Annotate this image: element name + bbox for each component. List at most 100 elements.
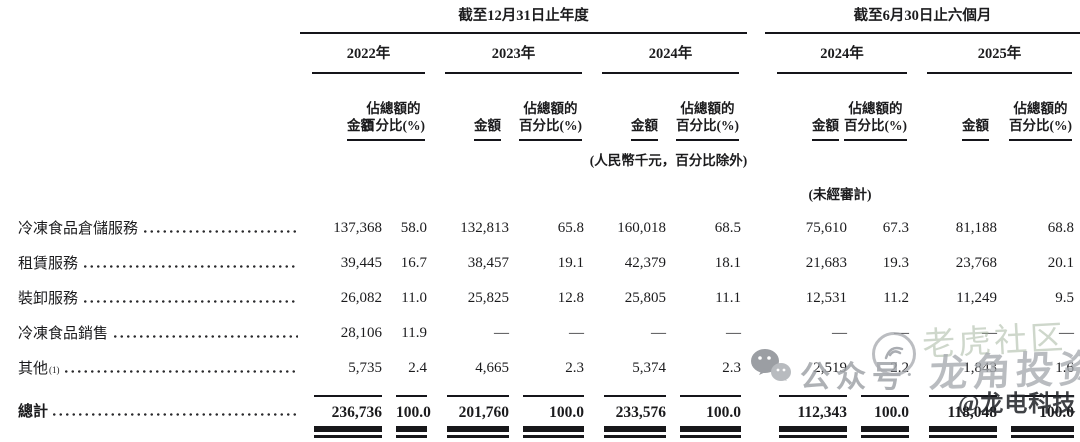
table-row-leasing: 租賃服務 39,445 16.7 38,457 19.1 42,379 18.1… xyxy=(0,243,1080,278)
total-pct-cell: 100.0 xyxy=(523,395,584,422)
pct-cell: — xyxy=(726,325,741,341)
table-row-warehousing: 冷凍食品倉儲服務 137,368 58.0 132,813 65.8 160,0… xyxy=(0,208,1080,243)
double-rule xyxy=(929,426,997,438)
amount-cell: 132,813 xyxy=(460,220,509,236)
period-group-row: 截至12月31日止年度 截至6月30日止六個月 xyxy=(0,0,1080,34)
pct-cell: 11.0 xyxy=(401,290,427,306)
amount-header: 金額 xyxy=(812,117,839,141)
row-label: 裝卸服務 xyxy=(18,291,79,307)
pct-cell: 11.9 xyxy=(401,325,427,341)
pct-cell: 2.3 xyxy=(722,360,741,376)
double-rule-row xyxy=(0,426,1080,442)
amount-cell: 38,457 xyxy=(467,255,509,271)
total-amount-cell: 236,736 xyxy=(314,395,382,422)
row-label: 其他 xyxy=(18,361,49,377)
double-rule xyxy=(779,426,847,438)
dot-leader xyxy=(142,229,298,234)
table-row-total: 總計 236,736 100.0 201,760 100.0 233,576 1… xyxy=(0,383,1080,426)
row-label: 租賃服務 xyxy=(18,256,79,272)
amount-cell: 12,531 xyxy=(805,290,847,306)
pct-cell: 68.8 xyxy=(1047,220,1074,236)
dot-leader xyxy=(82,264,298,269)
amount-cell: 2,519 xyxy=(813,360,847,376)
pct-cell: 2.4 xyxy=(408,360,427,376)
amount-cell: — xyxy=(982,325,997,341)
amount-header: 金額 xyxy=(631,117,658,141)
amount-header: 金額 xyxy=(962,117,989,141)
double-rule xyxy=(396,426,427,438)
amount-cell: 75,610 xyxy=(805,220,847,236)
total-pct-cell: 100.0 xyxy=(1011,395,1074,422)
pct-header: 佔總額的 百分比(%) xyxy=(1009,100,1072,141)
double-rule xyxy=(447,426,509,438)
pct-header: 佔總額的 百分比(%) xyxy=(676,100,739,141)
interim-2025-label: 2025年 xyxy=(927,42,1072,74)
total-pct-cell: 100.0 xyxy=(680,395,741,422)
pct-cell: 19.3 xyxy=(882,255,909,271)
amount-cell: 137,368 xyxy=(333,220,382,236)
table-row-others: 其他 (1) 5,735 2.4 4,665 2.3 5,374 2.3 2,51… xyxy=(0,348,1080,383)
total-pct-cell: 100.0 xyxy=(861,395,909,422)
row-label: 冷凍食品倉儲服務 xyxy=(18,221,139,237)
pct-cell: — xyxy=(894,325,909,341)
double-rule xyxy=(1011,426,1074,438)
interim-period-title: 截至6月30日止六個月 xyxy=(765,4,1080,34)
unaudited-note-row: (未經審計) xyxy=(0,174,1080,208)
year-2022-label: 2022年 xyxy=(312,42,425,74)
double-rule xyxy=(680,426,741,438)
pct-cell: 68.5 xyxy=(714,220,741,236)
subheader-row: 金額 佔總額的 百分比(%) 金額 佔總額的 百分比(%) 金額 佔總額的 百分比(%… xyxy=(0,78,1080,144)
amount-cell: 4,665 xyxy=(475,360,509,376)
pct-header: 佔總額的 百分比(%) xyxy=(519,100,582,141)
pct-cell: 16.7 xyxy=(400,255,427,271)
amount-cell: 21,683 xyxy=(805,255,847,271)
total-amount-cell: 233,576 xyxy=(604,395,666,422)
currency-note: (人民幣千元，百分比除外) xyxy=(589,153,748,168)
amount-cell: 25,825 xyxy=(467,290,509,306)
amount-cell: 26,082 xyxy=(340,290,382,306)
amount-cell: 39,445 xyxy=(340,255,382,271)
total-amount-cell: 112,343 xyxy=(779,395,847,422)
dot-leader xyxy=(112,334,298,339)
double-rule xyxy=(604,426,666,438)
amount-header: 金額 xyxy=(474,117,501,141)
table-row-handling: 裝卸服務 26,082 11.0 25,825 12.8 25,805 11.1… xyxy=(0,278,1080,313)
pct-cell: — xyxy=(569,325,584,341)
year-header-row: 2022年 2023年 2024年 2024年 2025年 xyxy=(0,34,1080,78)
amount-cell: 28,106 xyxy=(340,325,382,341)
amount-header: 金額 xyxy=(347,117,374,141)
amount-cell: 42,379 xyxy=(624,255,666,271)
pct-header: 佔總額的 百分比(%) xyxy=(844,100,907,141)
amount-cell: — xyxy=(494,325,509,341)
pct-cell: 65.8 xyxy=(557,220,584,236)
currency-note-row: (人民幣千元，百分比除外) xyxy=(0,144,1080,174)
pct-cell: 58.0 xyxy=(400,220,427,236)
pct-cell: 11.1 xyxy=(715,290,741,306)
pct-cell: 20.1 xyxy=(1047,255,1074,271)
double-rule xyxy=(861,426,909,438)
amount-cell: 5,735 xyxy=(348,360,382,376)
unaudited-note: (未經審計) xyxy=(808,187,872,202)
pct-cell: — xyxy=(1059,325,1074,341)
amount-cell: 5,374 xyxy=(632,360,666,376)
amount-cell: 1,843 xyxy=(963,360,997,376)
dot-leader xyxy=(62,369,298,374)
total-label: 總計 xyxy=(18,404,49,420)
pct-cell: 2.2 xyxy=(890,360,909,376)
pct-cell: 1.6 xyxy=(1055,360,1074,376)
amount-cell: 23,768 xyxy=(955,255,997,271)
pct-cell: 11.2 xyxy=(883,290,909,306)
pct-cell: 2.3 xyxy=(565,360,584,376)
total-amount-cell: 118,048 xyxy=(929,395,997,422)
amount-cell: 11,249 xyxy=(956,290,997,306)
dot-leader xyxy=(82,299,298,304)
amount-cell: 81,188 xyxy=(955,220,997,236)
pct-cell: 9.5 xyxy=(1055,290,1074,306)
total-pct-cell: 100.0 xyxy=(396,395,431,422)
amount-cell: 25,805 xyxy=(624,290,666,306)
amount-cell: — xyxy=(832,325,847,341)
amount-cell: — xyxy=(651,325,666,341)
table-row-food-sales: 冷凍食品銷售 28,106 11.9 — — — — — — — — xyxy=(0,313,1080,348)
year-2023-label: 2023年 xyxy=(445,42,582,74)
